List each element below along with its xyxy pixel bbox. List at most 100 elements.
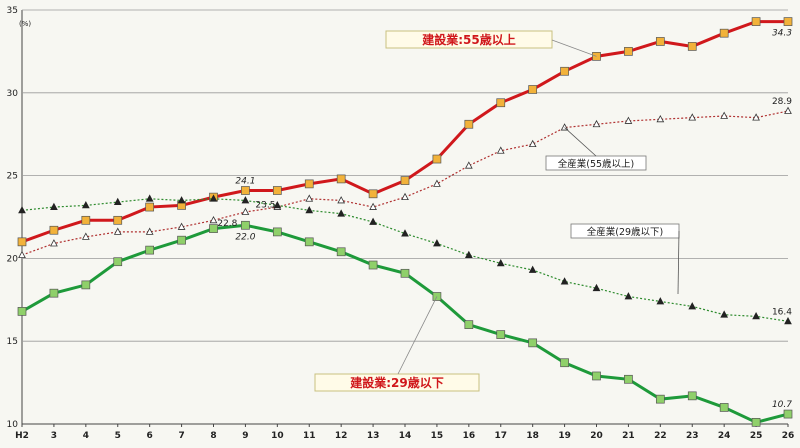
- point-0-8: [272, 186, 282, 195]
- x-tick-label: 24: [718, 431, 731, 441]
- y-unit-label: (%): [19, 20, 31, 28]
- callout-label: 全産業(29歳以下): [587, 226, 664, 238]
- data-label: 22.8: [217, 219, 237, 229]
- x-tick-label: 26: [782, 431, 795, 441]
- callout-leader: [677, 230, 680, 295]
- x-tick-label: 25: [750, 431, 763, 441]
- x-tick-label: 10: [271, 431, 284, 441]
- point-2-20: [656, 297, 665, 305]
- point-1-9: [305, 194, 314, 202]
- callout-leader: [551, 39, 597, 57]
- point-0-11: [368, 189, 378, 199]
- x-tick-label: 7: [178, 431, 184, 441]
- point-3-7: [241, 220, 250, 230]
- point-0-0: [17, 237, 27, 247]
- point-0-3: [113, 215, 123, 225]
- series-layer: [17, 17, 793, 427]
- x-tick-label: 13: [367, 431, 380, 441]
- point-1-2: [81, 232, 90, 240]
- y-tick-label: 25: [7, 172, 18, 182]
- callout-box: [385, 30, 553, 49]
- x-tick-label: 5: [115, 431, 121, 441]
- point-0-19: [624, 47, 633, 56]
- point-3-18: [592, 371, 601, 381]
- point-3-15: [496, 330, 506, 339]
- point-3-14: [464, 320, 474, 329]
- point-1-7: [241, 207, 250, 215]
- point-1-0: [18, 250, 26, 258]
- point-1-6: [209, 215, 218, 224]
- series-line-3: [21, 223, 789, 424]
- point-2-13: [433, 239, 441, 247]
- point-1-20: [656, 114, 665, 123]
- data-label: 28.9: [772, 97, 792, 107]
- x-tick-label: 15: [431, 431, 444, 441]
- x-tick-label: H2: [15, 431, 29, 441]
- point-0-2: [81, 215, 91, 225]
- x-axis: H2 3 4 5 6 7 8 9 10 11 12 13 14 15 16 17 18 19 20 21 22 23 24 2…: [15, 424, 794, 441]
- point-0-17: [560, 66, 569, 76]
- x-tick-label: 6: [147, 431, 153, 441]
- point-3-1: [49, 288, 59, 298]
- x-tick-label: 16: [463, 431, 476, 441]
- point-0-14: [464, 119, 474, 129]
- y-tick-label: 35: [7, 6, 18, 16]
- point-2-4: [145, 194, 154, 202]
- point-2-9: [305, 206, 314, 214]
- series-line-0: [21, 20, 788, 244]
- data-label: 23.5: [255, 200, 275, 210]
- point-2-22: [720, 310, 729, 318]
- point-2-19: [624, 292, 633, 300]
- point-0-24: [783, 17, 793, 26]
- point-2-17: [560, 277, 569, 285]
- point-0-4: [145, 202, 155, 212]
- point-2-8: [273, 201, 282, 209]
- data-label: 34.3: [772, 29, 792, 39]
- x-tick-label: 21: [622, 431, 635, 441]
- data-label: 24.1: [235, 177, 255, 187]
- data-label: 22.0: [235, 232, 255, 242]
- x-tick-label: 12: [335, 431, 348, 441]
- point-0-9: [304, 179, 314, 189]
- point-0-16: [528, 85, 538, 94]
- point-3-20: [655, 394, 665, 404]
- point-2-0: [18, 206, 26, 214]
- point-2-14: [464, 250, 473, 258]
- point-2-2: [81, 201, 90, 209]
- point-2-7: [241, 196, 250, 204]
- point-0-21: [687, 42, 697, 51]
- point-3-12: [400, 268, 410, 278]
- point-0-20: [655, 37, 665, 46]
- point-1-15: [496, 146, 505, 154]
- y-tick-label: 15: [7, 337, 18, 347]
- point-3-23: [751, 417, 761, 427]
- callout-box: [314, 373, 480, 392]
- point-1-11: [369, 202, 377, 210]
- x-tick-label: 11: [303, 431, 316, 441]
- point-0-10: [336, 174, 346, 184]
- point-1-21: [688, 113, 697, 121]
- x-tick-label: 9: [242, 431, 248, 441]
- x-tick-label: 18: [526, 431, 539, 441]
- point-3-17: [560, 358, 569, 368]
- point-3-19: [624, 374, 633, 384]
- x-tick-label: 3: [51, 431, 57, 441]
- point-2-23: [752, 312, 760, 320]
- point-1-3: [113, 227, 122, 235]
- point-3-0: [17, 307, 27, 316]
- callout-leader: [397, 296, 438, 375]
- point-2-5: [177, 196, 186, 204]
- point-2-16: [528, 265, 537, 273]
- point-0-7: [241, 186, 250, 195]
- point-1-14: [464, 161, 473, 169]
- point-1-4: [145, 227, 154, 235]
- x-tick-label: 17: [494, 431, 507, 441]
- point-3-24: [783, 409, 793, 419]
- point-3-21: [687, 391, 697, 401]
- point-3-16: [528, 338, 538, 348]
- data-labels: 34.3 28.9 16.4 10.7 24.1 23.5 22.8 22.0: [217, 29, 792, 410]
- point-1-22: [720, 111, 729, 119]
- x-tick-label: 14: [399, 431, 412, 441]
